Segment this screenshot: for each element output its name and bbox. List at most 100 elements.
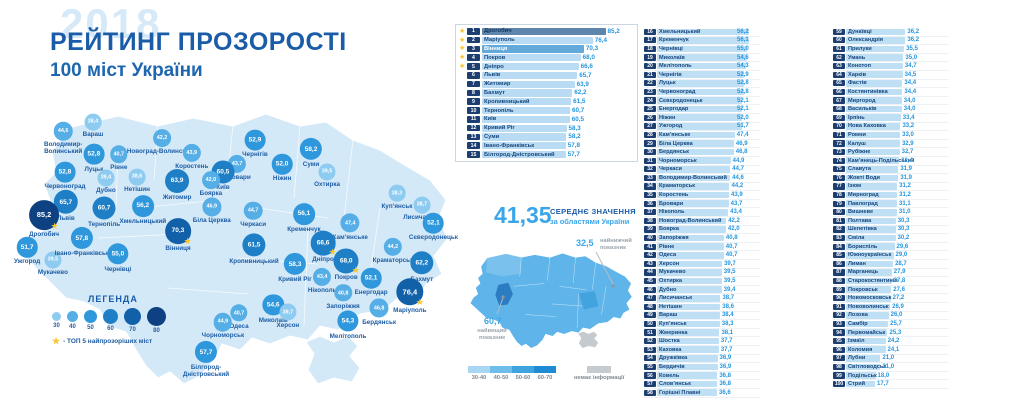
list-row: 53 Каховка 37,7 xyxy=(644,346,760,355)
bubble-city-label: Миколаїв xyxy=(258,316,288,324)
score-bar xyxy=(482,80,575,88)
annotation-lines xyxy=(496,251,615,315)
rank-badge: 46 xyxy=(644,286,656,293)
bubble-city-label: Мукачево xyxy=(37,269,68,277)
score-track: Дружківка 36,9 xyxy=(657,355,758,362)
score-track: Вінниця 70,3 xyxy=(482,45,634,53)
list-row: 77 Ізюм 31,2 xyxy=(833,183,949,192)
rank-badge: 30 xyxy=(644,149,656,156)
scale-tick-label: 60-70 xyxy=(537,375,553,381)
bubble-circle: 40,7 xyxy=(110,145,128,163)
score-value: 31,9 xyxy=(900,166,912,173)
score-track: Коломия 24,1 xyxy=(846,346,947,354)
average-value: 41,35 xyxy=(494,202,552,228)
rank-badge: 6 xyxy=(467,72,480,79)
score-value: 52,1 xyxy=(737,97,749,104)
list-row: 60 Олександрія 36,2 xyxy=(833,37,949,46)
list-row: 49 Вараш 38,4 xyxy=(644,312,760,321)
list-row: 55 Бердичів 36,9 xyxy=(644,363,760,372)
bubble-circle: 55,0 xyxy=(107,243,129,265)
score-value: 35,0 xyxy=(905,54,918,61)
score-value: 61,5 xyxy=(573,98,586,106)
score-value: 27,2 xyxy=(892,295,905,302)
rank-badge: 99 xyxy=(833,372,845,379)
city-label: Мирноград xyxy=(848,192,879,199)
city-label: Чорноморськ xyxy=(659,157,697,164)
bubble-city-label: Івано-Франківськ xyxy=(54,250,110,258)
legend-circle xyxy=(124,307,141,325)
score-value: 39,7 xyxy=(724,260,736,267)
score-track: Боярка 42,0 xyxy=(657,226,758,233)
rank-badge: 3 xyxy=(467,45,480,53)
city-label: Володимир-Волинський xyxy=(659,174,727,181)
bubble-circle: 52,1 xyxy=(423,212,444,234)
score-track: Слов’янськ 36,8 xyxy=(657,380,758,388)
bubble-circle: 38,7 xyxy=(413,196,431,214)
list-row: 67 Миргород 34,0 xyxy=(833,97,949,106)
bubble-circle: 58,2 xyxy=(299,138,323,161)
city-label: Хмельницький xyxy=(659,28,701,35)
scale-segment: 30-40 xyxy=(468,366,490,381)
score-bar xyxy=(846,191,898,199)
city-label: Калуш xyxy=(848,140,866,147)
score-value: 62,2 xyxy=(574,89,587,97)
score-track: Старокостянтинів 27,8 xyxy=(846,277,947,285)
score-track: Ромни 33,0 xyxy=(846,131,947,139)
score-track: Бердичів 36,9 xyxy=(657,363,758,371)
list-row: 51 Жмеринка 38,1 xyxy=(644,329,760,338)
legend-circle-item: 50 xyxy=(84,309,97,331)
score-bar xyxy=(846,312,889,319)
score-bar xyxy=(846,174,899,182)
bubble-city-label: Нетішин xyxy=(124,186,150,194)
score-track: Бердянськ 46,8 xyxy=(657,148,758,156)
ranking-list-59-100: 59 Дунаївці 36,2 60 Олександрія 36,2 61 Прилуки… xyxy=(833,28,949,389)
rank-badge: 38 xyxy=(644,217,656,224)
list-row: 31 Чорноморськ 44,9 xyxy=(644,157,760,166)
city-label: Коростень xyxy=(659,192,689,199)
score-bar xyxy=(482,36,593,44)
list-row: 82 Шепетівка 30,3 xyxy=(833,226,949,235)
score-value: 30,2 xyxy=(897,235,910,242)
rank-badge: 90 xyxy=(833,295,845,302)
minimap-crimea xyxy=(577,331,599,349)
lowest-value: 32,5 xyxy=(576,238,594,248)
score-track: Ізмаїл 24,2 xyxy=(846,337,947,345)
score-bar xyxy=(657,114,743,122)
legend-circle-item: 60 xyxy=(103,308,118,332)
score-track: Миколаїв 54,6 xyxy=(657,54,758,61)
minimap-patch-nw xyxy=(486,253,522,277)
score-track: Лисичанськ 38,7 xyxy=(657,294,758,302)
city-label: Самбір xyxy=(848,320,868,327)
bubble-city-label: Кропивницький xyxy=(229,257,279,265)
score-bar xyxy=(482,27,606,35)
score-bar xyxy=(657,294,721,302)
bubble-city-label: Сєвєродонецьк xyxy=(408,234,458,242)
score-track: Кам’янець-Подільський 32,4 xyxy=(846,157,947,164)
rank-badge: 74 xyxy=(833,157,845,164)
score-track: Черкаси 44,7 xyxy=(657,166,758,173)
score-track: Мелітополь 54,3 xyxy=(657,62,758,70)
highest-label: найвищий показник xyxy=(477,328,507,341)
city-label: Стрий xyxy=(848,381,866,388)
rank-badge: 50 xyxy=(644,320,656,328)
score-track: Мукачево 39,5 xyxy=(657,269,758,276)
bubble-circle: 54,3 xyxy=(337,310,359,332)
score-value: 37,7 xyxy=(720,338,733,345)
bubble-city-label: Черкаси xyxy=(240,221,267,229)
city-label: Вишневе xyxy=(848,209,874,216)
bubble-circle: 43,4 xyxy=(313,267,332,287)
score-bar xyxy=(657,243,724,250)
city-label: Дружківка xyxy=(659,355,688,362)
bubble-city-label: Нікополь xyxy=(307,287,337,295)
score-track: Світловодськ 21,0 xyxy=(846,363,947,371)
list-row: 91 Нововолинськ 26,9 xyxy=(833,303,949,312)
scale-segment: 60-70 xyxy=(534,366,556,381)
bubble-circle: 57,7 xyxy=(194,340,218,364)
score-bar xyxy=(657,226,726,233)
top15-row: 14 Івано-Франківськ 57,8 xyxy=(459,141,634,150)
city-label: Вараш xyxy=(659,312,678,319)
list-row: 83 Сміла 30,2 xyxy=(833,234,949,243)
score-bar xyxy=(657,54,747,61)
rank-badge: 85 xyxy=(833,252,845,259)
city-label: Миколаїв xyxy=(659,54,685,61)
